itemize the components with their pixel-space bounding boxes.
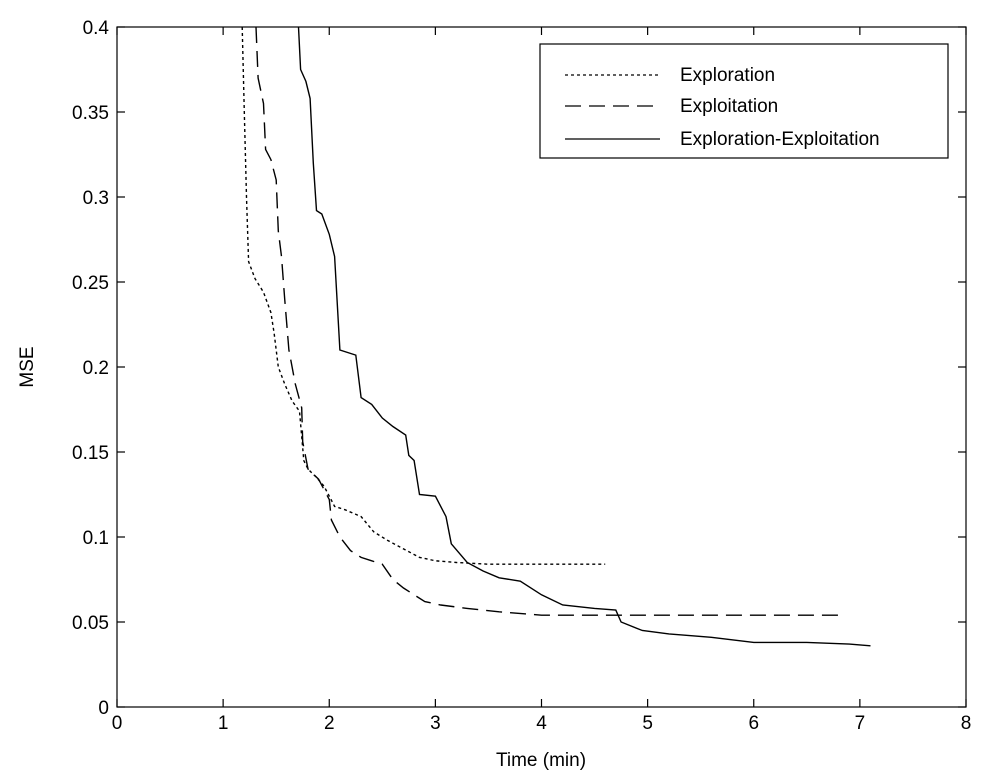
series-lines: [241, 26, 871, 647]
legend-label-exploration: Exploration: [680, 65, 775, 86]
x-tick-label: 4: [536, 713, 547, 734]
x-tick-label: 8: [961, 713, 972, 734]
x-tick-label: 6: [748, 713, 759, 734]
legend-label-exploration-exploitation: Exploration-Exploitation: [680, 129, 880, 150]
y-tick-label: 0.1: [83, 528, 109, 549]
x-axis-label: Time (min): [496, 750, 586, 771]
legend: Exploration Exploitation Exploration-Exp…: [539, 43, 949, 159]
y-tick-label: 0.15: [72, 443, 109, 464]
y-tick-label: 0.25: [72, 273, 109, 294]
y-tick-label: 0.35: [72, 103, 109, 124]
x-tick-label: 1: [218, 713, 229, 734]
y-tick-label: 0.2: [83, 358, 109, 379]
series-line-exploitation: [255, 26, 839, 616]
x-tick-label: 0: [112, 713, 123, 734]
x-tick-label: 2: [324, 713, 335, 734]
axis-ticks: [116, 26, 967, 708]
y-tick-label: 0.3: [83, 188, 109, 209]
y-tick-label: 0: [98, 698, 109, 719]
x-tick-label: 3: [430, 713, 441, 734]
y-axis-label: MSE: [17, 346, 38, 387]
series-line-exploration: [241, 26, 606, 565]
legend-label-exploitation: Exploitation: [680, 96, 778, 117]
y-tick-labels: 0 0.05 0.1 0.15 0.2 0.25 0.3 0.35 0.4: [72, 18, 109, 719]
y-tick-label: 0.4: [83, 18, 110, 39]
series-line-exploration-exploitation: [297, 26, 871, 647]
x-tick-label: 5: [642, 713, 653, 734]
x-tick-label: 7: [855, 713, 866, 734]
x-tick-labels: 0 1 2 3 4 5 6 7 8: [112, 713, 972, 734]
y-tick-label: 0.05: [72, 613, 109, 634]
